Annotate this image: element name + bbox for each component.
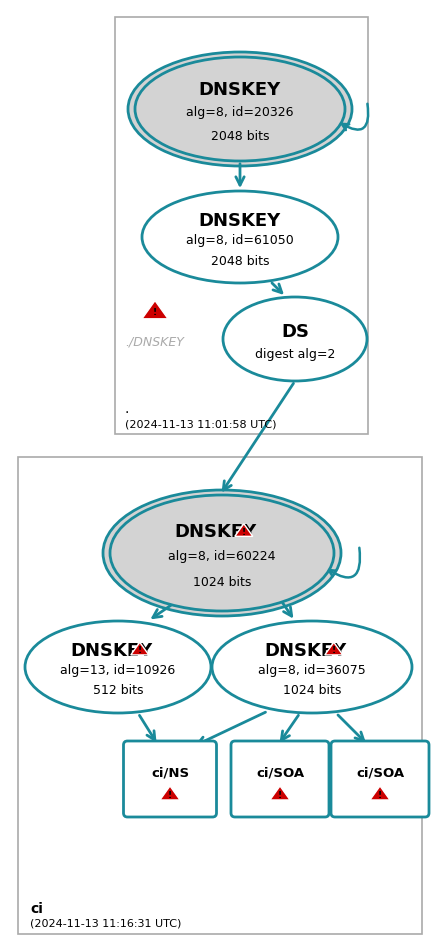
Polygon shape <box>325 643 343 655</box>
Text: (2024-11-13 11:01:58 UTC): (2024-11-13 11:01:58 UTC) <box>125 419 276 428</box>
Polygon shape <box>270 786 290 800</box>
Text: DS: DS <box>281 323 309 340</box>
Polygon shape <box>370 786 390 800</box>
Text: 1024 bits: 1024 bits <box>283 684 341 697</box>
FancyBboxPatch shape <box>115 18 368 434</box>
Text: ci: ci <box>30 901 43 915</box>
Ellipse shape <box>135 58 345 162</box>
Text: alg=8, id=60224: alg=8, id=60224 <box>168 550 276 563</box>
Polygon shape <box>160 786 180 800</box>
Text: DNSKEY: DNSKEY <box>264 641 346 659</box>
Polygon shape <box>142 301 168 320</box>
Polygon shape <box>131 643 149 655</box>
Text: !: ! <box>278 790 282 799</box>
Text: !: ! <box>153 307 157 317</box>
Text: !: ! <box>332 645 336 655</box>
Text: !: ! <box>138 645 142 655</box>
Ellipse shape <box>223 298 367 382</box>
Text: alg=8, id=20326: alg=8, id=20326 <box>186 106 294 119</box>
FancyBboxPatch shape <box>331 742 429 817</box>
Text: alg=13, id=10926: alg=13, id=10926 <box>60 664 176 676</box>
Text: 512 bits: 512 bits <box>93 684 143 697</box>
Ellipse shape <box>25 622 211 713</box>
Text: (2024-11-13 11:16:31 UTC): (2024-11-13 11:16:31 UTC) <box>30 918 181 928</box>
Text: DNSKEY: DNSKEY <box>199 211 281 229</box>
Ellipse shape <box>142 191 338 284</box>
Text: ./DNSKEY: ./DNSKEY <box>125 335 184 347</box>
Text: .: . <box>125 402 129 416</box>
Text: ci/SOA: ci/SOA <box>256 766 304 779</box>
Text: DNSKEY: DNSKEY <box>174 523 256 541</box>
FancyBboxPatch shape <box>18 458 422 934</box>
Text: !: ! <box>168 790 172 799</box>
Text: 2048 bits: 2048 bits <box>211 254 269 268</box>
Text: 1024 bits: 1024 bits <box>193 576 251 589</box>
Text: ci/NS: ci/NS <box>151 766 189 779</box>
Polygon shape <box>235 525 253 537</box>
Ellipse shape <box>103 490 341 616</box>
Text: 2048 bits: 2048 bits <box>211 129 269 143</box>
Ellipse shape <box>110 495 334 611</box>
Text: !: ! <box>242 527 246 536</box>
Text: alg=8, id=36075: alg=8, id=36075 <box>258 664 366 676</box>
Text: alg=8, id=61050: alg=8, id=61050 <box>186 233 294 247</box>
Ellipse shape <box>128 53 352 167</box>
Text: !: ! <box>378 790 382 799</box>
FancyBboxPatch shape <box>124 742 216 817</box>
Text: DNSKEY: DNSKEY <box>70 641 152 659</box>
Ellipse shape <box>212 622 412 713</box>
Text: digest alg=2: digest alg=2 <box>255 347 335 361</box>
Text: ci/SOA: ci/SOA <box>356 766 404 779</box>
FancyBboxPatch shape <box>231 742 329 817</box>
Text: DNSKEY: DNSKEY <box>199 81 281 99</box>
